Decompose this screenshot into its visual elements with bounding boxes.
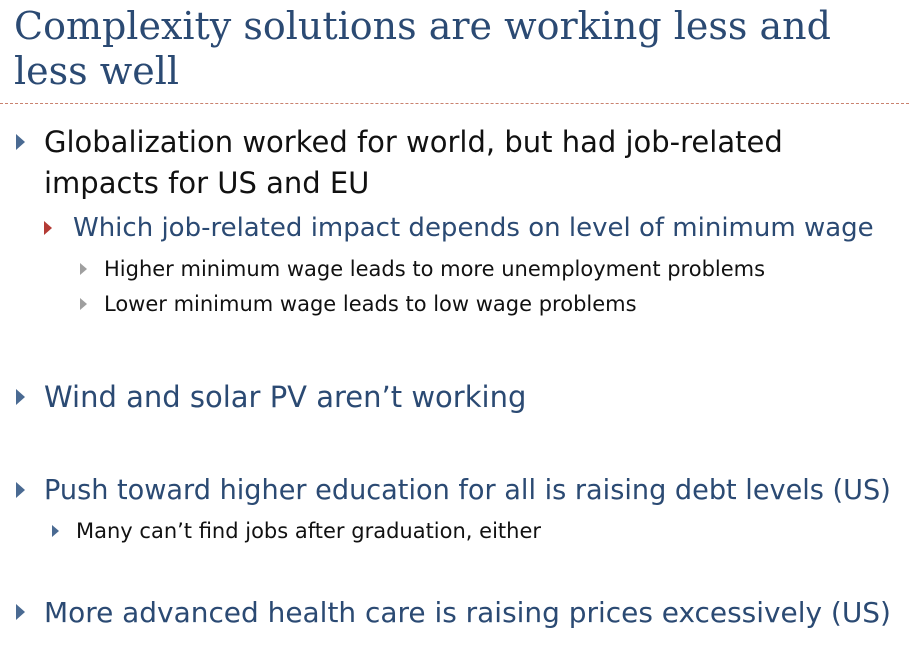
bullet-text: Globalization worked for world, but had …	[44, 122, 783, 204]
subbullet-arrow-icon	[44, 221, 52, 235]
bullet-arrow-icon	[16, 482, 25, 498]
slide-title-line-2: less well	[14, 49, 180, 93]
title-divider	[0, 103, 909, 104]
subsubbullet-arrow-icon	[80, 263, 87, 275]
subbullet-job-impact-text: Which job-related impact depends on leve…	[73, 213, 874, 243]
bullet-wind-solar-text: Wind and solar PV aren’t working	[44, 380, 527, 414]
slide-title-line-1: Complexity solutions are working less an…	[14, 4, 831, 48]
bullet-globalization-line-2: impacts for US and EU	[44, 166, 370, 200]
subsubbullet-higher-wage-text: Higher minimum wage leads to more unempl…	[104, 257, 766, 281]
slide-title: Complexity solutions are working less an…	[14, 4, 894, 94]
bullet-globalization-line-1: Globalization worked for world, but had …	[44, 125, 783, 159]
bullet-arrow-icon	[16, 604, 25, 620]
subsubbullet-lower-wage-text: Lower minimum wage leads to low wage pro…	[104, 292, 637, 316]
subsubbullet-arrow-icon	[80, 298, 87, 310]
subbullet-arrow-icon	[52, 525, 59, 537]
subbullet-education-sub-text: Many can’t find jobs after graduation, e…	[76, 519, 542, 543]
bullet-education-text: Push toward higher education for all is …	[44, 475, 891, 506]
bullet-arrow-icon	[16, 134, 25, 150]
bullet-health-care-text: More advanced health care is raising pri…	[44, 596, 891, 629]
bullet-arrow-icon	[16, 389, 25, 405]
